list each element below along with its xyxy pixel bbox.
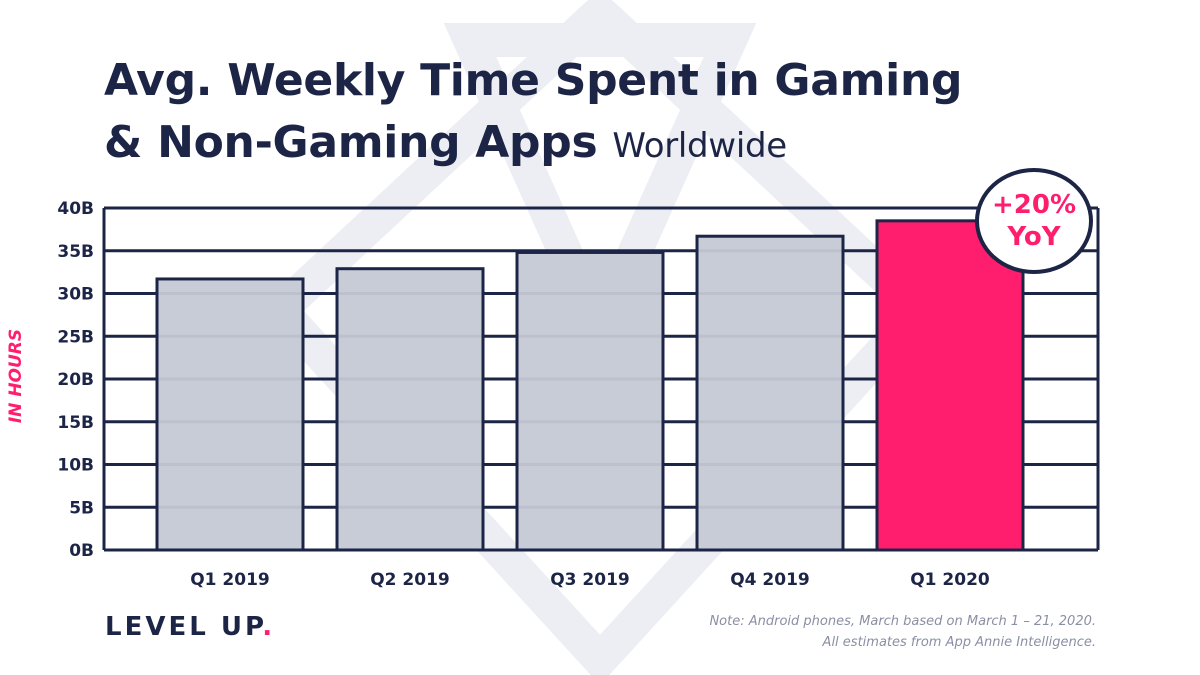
- brand-dot: .: [262, 612, 276, 642]
- y-tick-label: 5B: [69, 498, 94, 518]
- x-category-labels: Q1 2019 Q2 2019 Q3 2019 Q4 2019 Q1 2020: [190, 570, 990, 590]
- y-tick-label: 10B: [57, 456, 94, 476]
- bar-q2-2019: [335, 267, 485, 552]
- x-category-label: Q3 2019: [550, 570, 630, 590]
- x-category-label: Q2 2019: [370, 570, 450, 590]
- x-category-label: Q4 2019: [730, 570, 810, 590]
- y-tick-label: 20B: [57, 370, 94, 390]
- bar-q4-2019: [695, 234, 845, 552]
- callout-yoy: YoY: [1007, 222, 1061, 252]
- y-tick-label: 25B: [57, 327, 94, 347]
- y-tick-label: 15B: [57, 413, 94, 433]
- y-tick-label: 30B: [57, 285, 94, 305]
- y-tick-labels: 0B 5B 10B 15B 20B 25B 30B 35B 40B: [57, 199, 94, 561]
- y-axis-label: IN HOURS: [6, 328, 26, 424]
- brand-logo: LEVEL UP.: [105, 612, 275, 642]
- y-tick-label: 35B: [57, 242, 94, 262]
- brand-text: LEVEL UP: [105, 612, 263, 642]
- bar-q1-2019: [155, 277, 305, 552]
- callout-percent: +20%: [991, 190, 1077, 220]
- y-tick-label: 0B: [69, 541, 94, 561]
- title-line-1: Avg. Weekly Time Spent in Gaming: [104, 55, 963, 106]
- bars-layer: [155, 219, 1025, 552]
- bar-q1-2020: [875, 219, 1025, 552]
- title-line-2: & Non-Gaming Apps: [104, 117, 598, 168]
- footnote-line-1: Note: Android phones, March based on Mar…: [709, 614, 1096, 629]
- chart-title: Avg. Weekly Time Spent in Gaming & Non-G…: [104, 50, 962, 177]
- footnote: Note: Android phones, March based on Mar…: [709, 611, 1096, 653]
- x-category-label: Q1 2019: [190, 570, 270, 590]
- x-category-label: Q1 2020: [910, 570, 990, 590]
- title-suffix: Worldwide: [612, 126, 787, 166]
- y-tick-label: 40B: [57, 199, 94, 219]
- footnote-line-2: All estimates from App Annie Intelligenc…: [822, 635, 1096, 650]
- bar-q3-2019: [515, 250, 665, 552]
- yoy-callout-badge: +20% YoY: [975, 168, 1093, 274]
